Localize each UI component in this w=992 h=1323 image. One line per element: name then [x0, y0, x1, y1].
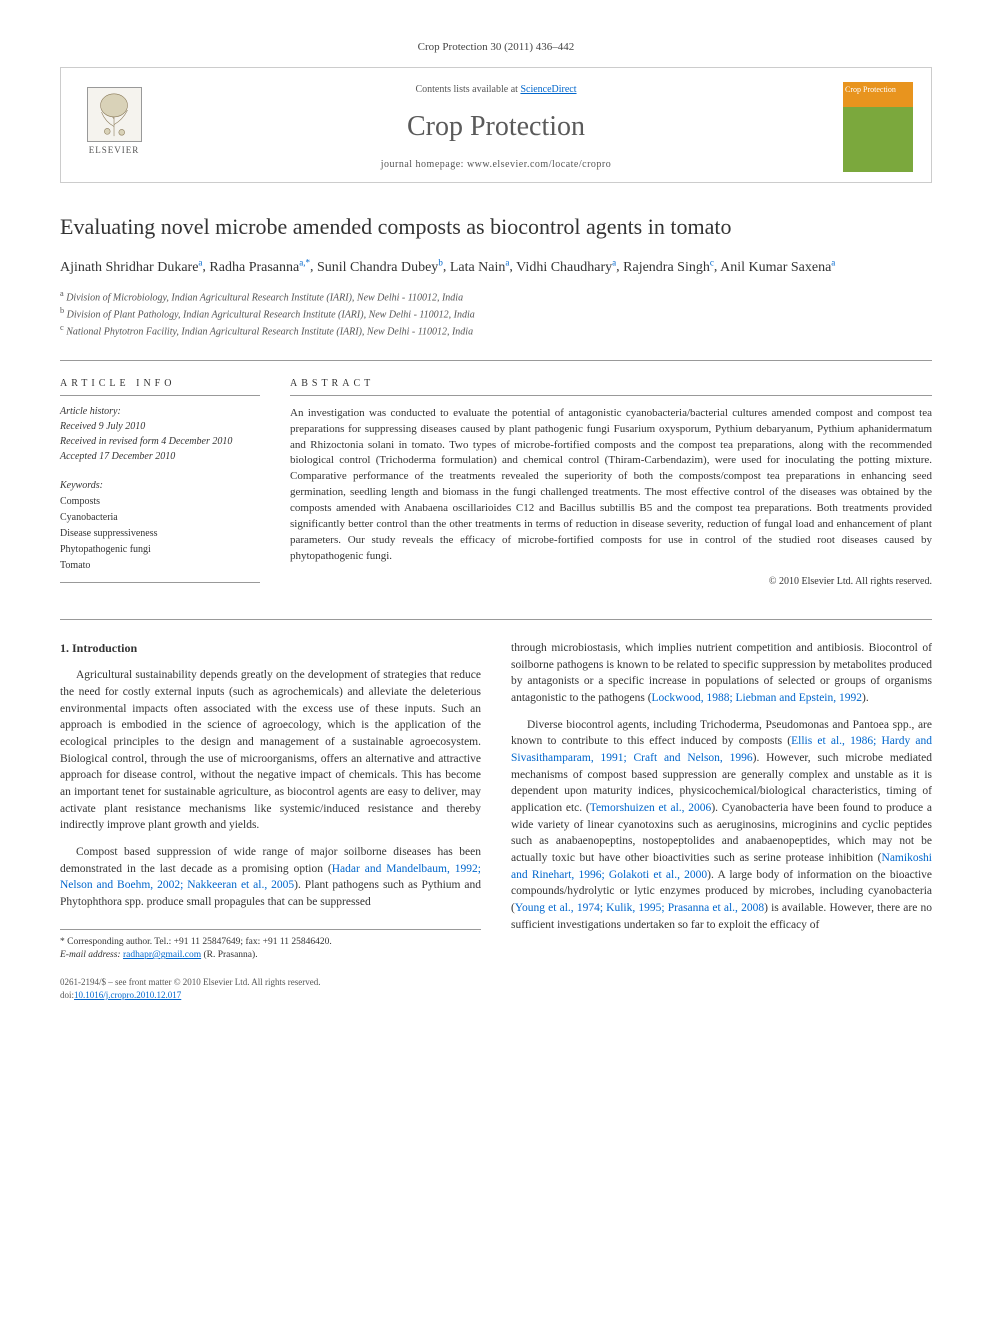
history-accepted: Accepted 17 December 2010 [60, 449, 260, 464]
doi-link[interactable]: 10.1016/j.cropro.2010.12.017 [74, 990, 181, 1000]
abstract-block: ABSTRACT An investigation was conducted … [290, 377, 932, 589]
article-title: Evaluating novel microbe amended compost… [60, 213, 932, 242]
elsevier-tree-icon [87, 87, 142, 142]
author: Rajendra Singhc [623, 260, 714, 275]
journal-header: ELSEVIER Contents lists available at Sci… [60, 67, 932, 183]
author: Lata Naina [450, 260, 510, 275]
author: Radha Prasannaa,* [209, 260, 310, 275]
affiliation-list: a Division of Microbiology, Indian Agric… [60, 288, 932, 340]
footnote-email-suffix: (R. Prasanna). [201, 950, 257, 960]
history-received: Received 9 July 2010 [60, 419, 260, 434]
publisher-name: ELSEVIER [89, 144, 140, 157]
keyword: Phytopathogenic fungi [60, 542, 260, 558]
keyword: Composts [60, 494, 260, 510]
article-info-heading: ARTICLE INFO [60, 377, 260, 396]
author: Vidhi Chaudharya [516, 260, 616, 275]
journal-title: Crop Protection [149, 107, 843, 146]
contents-available-line: Contents lists available at ScienceDirec… [149, 83, 843, 97]
author: Ajinath Shridhar Dukarea [60, 260, 202, 275]
body-column-right: through microbiostasis, which implies nu… [511, 640, 932, 1002]
corresponding-author-footnote: * Corresponding author. Tel.: +91 11 258… [60, 929, 481, 963]
affiliation: c National Phytotron Facility, Indian Ag… [60, 322, 932, 339]
citation-link[interactable]: Lockwood, 1988; Liebman and Epstein, 199… [652, 692, 862, 704]
body-paragraph: Compost based suppression of wide range … [60, 844, 481, 911]
author-list: Ajinath Shridhar Dukarea, Radha Prasanna… [60, 256, 932, 278]
journal-homepage-line: journal homepage: www.elsevier.com/locat… [149, 158, 843, 172]
body-paragraph: through microbiostasis, which implies nu… [511, 640, 932, 707]
citation-link[interactable]: Temorshuizen et al., 2006 [590, 802, 712, 814]
affiliation: b Division of Plant Pathology, Indian Ag… [60, 305, 932, 322]
body-paragraph: Agricultural sustainability depends grea… [60, 667, 481, 834]
abstract-copyright: © 2010 Elsevier Ltd. All rights reserved… [290, 575, 932, 589]
abstract-text: An investigation was conducted to evalua… [290, 406, 932, 565]
footnote-corr: * Corresponding author. Tel.: +91 11 258… [60, 936, 481, 949]
affiliation: a Division of Microbiology, Indian Agric… [60, 288, 932, 305]
homepage-url: www.elsevier.com/locate/cropro [467, 159, 611, 170]
section-heading-intro: 1. Introduction [60, 640, 481, 657]
footer-meta: 0261-2194/$ – see front matter © 2010 El… [60, 976, 481, 1001]
citation-link[interactable]: Young et al., 1974; Kulik, 1995; Prasann… [515, 902, 764, 914]
journal-cover-thumbnail: Crop Protection [843, 82, 913, 172]
keyword: Disease suppressiveness [60, 526, 260, 542]
footnote-email-link[interactable]: radhapr@gmail.com [123, 950, 201, 960]
keyword: Tomato [60, 558, 260, 574]
issn-line: 0261-2194/$ – see front matter © 2010 El… [60, 976, 481, 989]
body-columns: 1. Introduction Agricultural sustainabil… [60, 619, 932, 1002]
contents-prefix: Contents lists available at [415, 84, 520, 95]
author: Anil Kumar Saxenaa [720, 260, 835, 275]
body-paragraph: Diverse biocontrol agents, including Tri… [511, 717, 932, 934]
article-info-block: ARTICLE INFO Article history: Received 9… [60, 377, 260, 589]
homepage-prefix: journal homepage: [381, 159, 467, 170]
author: Sunil Chandra Dubeyb [317, 260, 443, 275]
publisher-logo: ELSEVIER [79, 87, 149, 167]
doi-label: doi: [60, 990, 74, 1000]
cover-label: Crop Protection [843, 82, 913, 107]
history-label: Article history: [60, 404, 260, 419]
body-column-left: 1. Introduction Agricultural sustainabil… [60, 640, 481, 1002]
keywords-label: Keywords: [60, 478, 260, 494]
citation-line: Crop Protection 30 (2011) 436–442 [60, 40, 932, 55]
keyword: Cyanobacteria [60, 510, 260, 526]
sciencedirect-link[interactable]: ScienceDirect [520, 84, 576, 95]
history-revised: Received in revised form 4 December 2010 [60, 434, 260, 449]
footnote-email-label: E-mail address: [60, 950, 123, 960]
abstract-heading: ABSTRACT [290, 377, 932, 396]
